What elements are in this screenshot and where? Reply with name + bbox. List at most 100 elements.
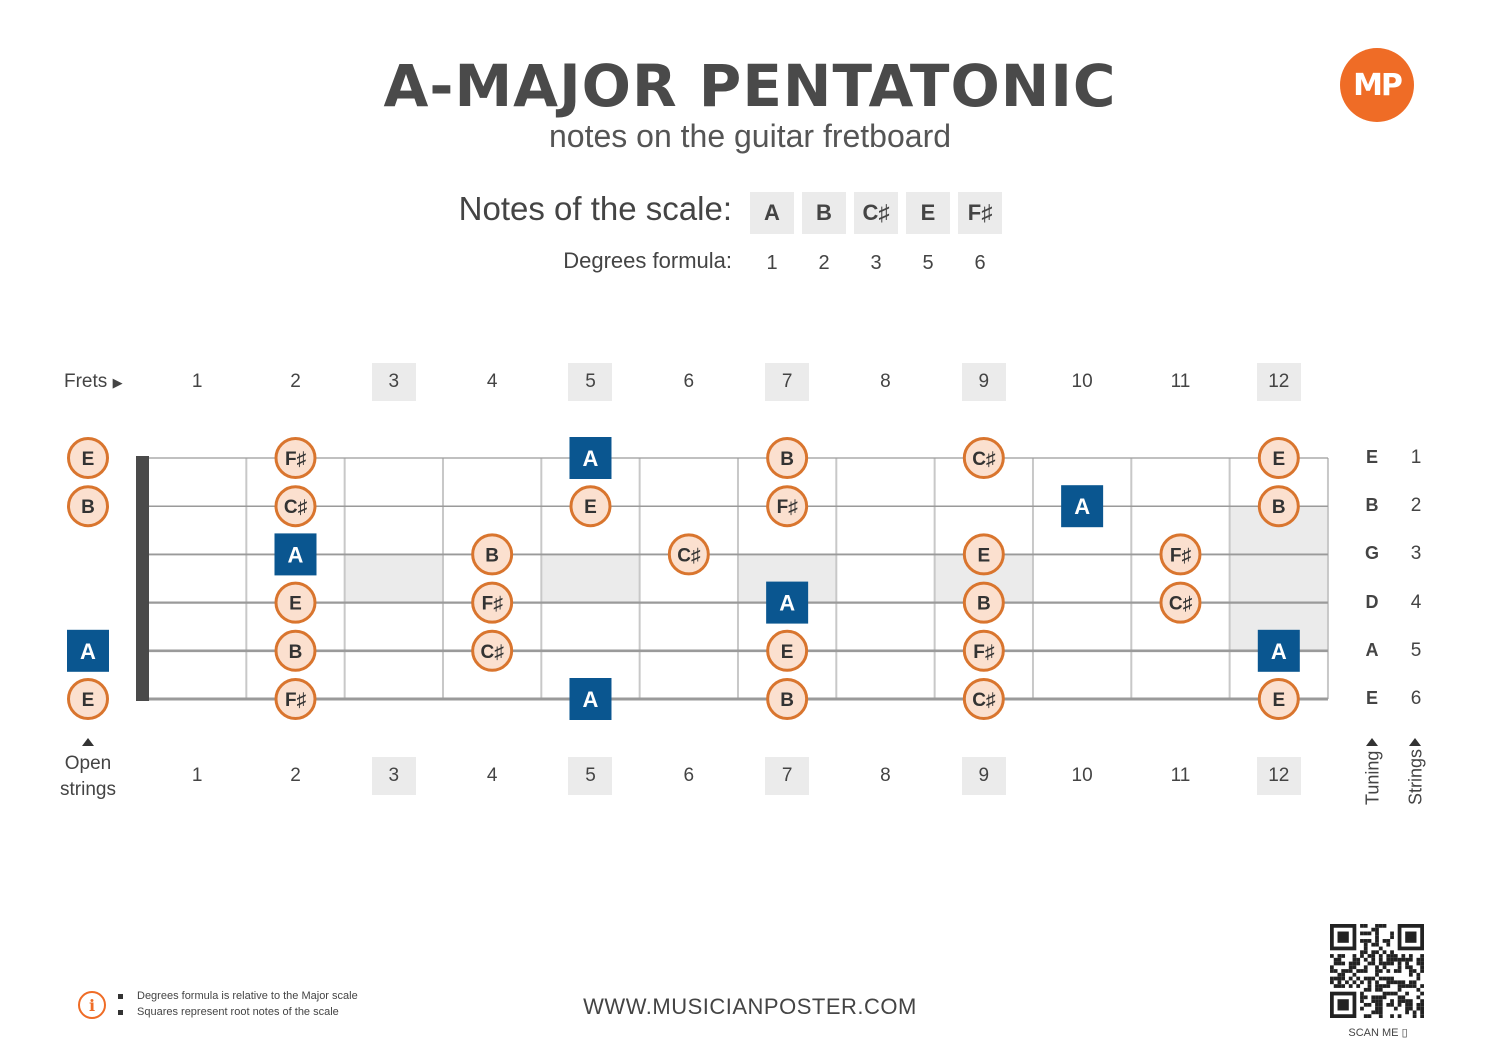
root-note-label: A (1074, 494, 1090, 519)
scale-note-marker (471, 533, 514, 576)
fret-number: 9 (961, 363, 1006, 401)
degrees-formula-label: Degrees formula: (563, 248, 732, 273)
strings-label: Strings (1405, 748, 1426, 805)
scale-note-label: F♯ (1170, 545, 1191, 566)
scale-note-label: E (1272, 690, 1285, 711)
scale-note-label: C♯ (1169, 594, 1192, 615)
scale-note-label: B (780, 690, 794, 711)
fret-inlay (1229, 506, 1328, 651)
scale-note-label: C♯ (972, 449, 995, 470)
scale-degree: 1 (766, 252, 778, 274)
string-number: 6 (1410, 688, 1422, 709)
scale-note: C♯ (854, 192, 898, 234)
website-link[interactable]: WWW.MUSICIANPOSTER.COM (583, 994, 917, 1019)
scale-note-label: B (780, 449, 794, 470)
scale-degree: 5 (922, 252, 934, 274)
string-tuning: G (1364, 543, 1379, 564)
scale-note-marker (274, 678, 317, 720)
brand-logo[interactable]: MP (1340, 48, 1414, 122)
fret-number: 5 (568, 363, 613, 401)
scale-note-marker (962, 437, 1005, 479)
scale-note-marker (67, 678, 109, 720)
string-number: 3 (1410, 543, 1422, 565)
scale-degree: 6 (974, 252, 986, 274)
fret-number: 4 (486, 765, 498, 786)
scale-note-label: F♯ (973, 642, 994, 663)
root-note-marker (274, 533, 317, 576)
scale-note-marker (766, 437, 809, 479)
root-note-label: A (288, 542, 304, 567)
fret-number: 3 (371, 363, 416, 401)
scale-note-marker (471, 629, 514, 672)
page-title: A-MAJOR PENTATONIC (383, 52, 1117, 120)
scale-note-label: F♯ (482, 594, 503, 615)
up-arrow-icon (1366, 738, 1378, 746)
scale-note-label: F♯ (285, 690, 306, 711)
string-tuning: D (1365, 591, 1379, 612)
fret-number: 3 (371, 757, 416, 795)
fretboard-nut (136, 456, 149, 701)
string-tuning: E (1365, 688, 1378, 708)
up-arrow-icon (1409, 738, 1421, 746)
fret-number: 5 (568, 757, 613, 795)
fret-number: 9 (961, 757, 1006, 795)
frets-label: Frets ▶ (64, 371, 123, 392)
scale-note: E (906, 192, 950, 234)
root-note-marker (569, 437, 612, 479)
fret-number: 1 (191, 371, 203, 392)
scale-note-marker (962, 678, 1005, 720)
fret-number: 1 (191, 765, 203, 786)
scale-note-marker (1257, 485, 1300, 528)
scale-note-marker (274, 485, 317, 528)
page-subtitle: notes on the guitar fretboard (548, 118, 952, 154)
string-number: 1 (1410, 447, 1422, 468)
string-tuning: A (1365, 639, 1379, 660)
scale-note-marker (569, 485, 612, 528)
scale-note-marker (962, 581, 1005, 624)
up-arrow-icon (82, 738, 94, 746)
fret-number: 12 (1256, 363, 1301, 401)
fret-number: 6 (683, 765, 695, 786)
fret-inlay (344, 554, 443, 603)
open-strings-label-line: strings (60, 779, 116, 800)
fret-number: 6 (683, 371, 695, 392)
root-note-marker (67, 629, 109, 672)
open-strings-label-line: Open (64, 753, 112, 774)
fret-number: 8 (880, 371, 891, 392)
scale-note-label: C♯ (481, 642, 504, 663)
scale-note-label: C♯ (972, 690, 995, 711)
scale-note-label: E (781, 642, 794, 663)
scale-note-label: C♯ (677, 545, 700, 566)
scale-note-marker (667, 533, 710, 576)
scale-degree: 2 (818, 252, 830, 274)
scale-note-marker (1159, 533, 1202, 576)
fret-number: 12 (1256, 757, 1301, 795)
string-tuning: B (1365, 495, 1379, 516)
root-note-marker (766, 581, 809, 624)
scale-note-label: E (584, 497, 597, 518)
fret-number: 11 (1170, 765, 1191, 786)
fret-number: 7 (765, 757, 810, 795)
scale-note-label: B (289, 642, 303, 663)
open-strings-label: Open strings (48, 751, 128, 803)
scale-note: B (802, 192, 846, 234)
scale-note-marker (274, 581, 317, 624)
scale-note-label: B (1272, 497, 1286, 518)
fret-number: 10 (1071, 371, 1093, 392)
root-note-marker (1061, 485, 1104, 528)
fret-number: 4 (486, 371, 498, 392)
scale-note: A (750, 192, 794, 234)
scale-note-marker (766, 629, 809, 672)
scale-note-marker (766, 485, 809, 528)
string-number: 5 (1410, 639, 1422, 661)
fret-number: 11 (1170, 371, 1191, 392)
root-note-label: A (779, 591, 795, 616)
scale-note-label: E (82, 690, 95, 711)
root-note-label: A (80, 639, 96, 664)
qr-code[interactable] (1330, 924, 1424, 1018)
scale-note-marker (1159, 581, 1202, 624)
fret-number: 10 (1071, 765, 1093, 786)
root-note-marker (1257, 629, 1300, 672)
scale-note-marker (962, 533, 1005, 576)
scale-notes-label: Notes of the scale: (458, 190, 732, 227)
